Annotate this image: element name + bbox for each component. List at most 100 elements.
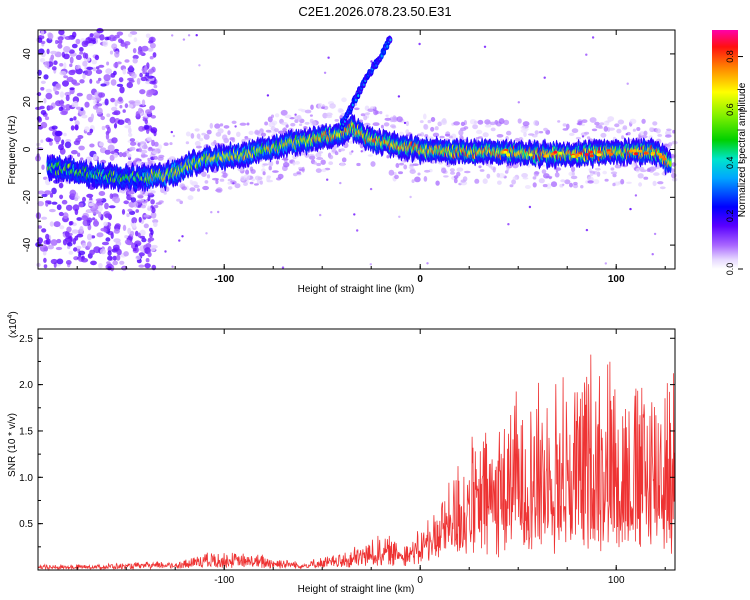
noise-blob <box>80 257 89 263</box>
halo-blob <box>594 121 600 126</box>
halo-blob <box>614 164 622 169</box>
sparse-point <box>326 178 329 181</box>
ridge-hotspot <box>597 153 602 157</box>
sparse-point <box>356 229 359 232</box>
noise-blob <box>116 31 124 36</box>
halo-blob <box>222 172 228 179</box>
noise-blob <box>144 119 148 125</box>
noise-blob <box>71 150 78 155</box>
halo-blob <box>364 112 371 115</box>
halo-blob <box>190 133 195 139</box>
ridge-mark <box>669 160 672 167</box>
halo-blob <box>671 172 677 179</box>
halo-blob <box>154 148 161 153</box>
noise-blob <box>150 245 156 252</box>
noise-blob <box>79 79 85 84</box>
noise-blob <box>85 156 93 163</box>
halo-blob <box>157 156 164 161</box>
sparse-point <box>543 76 546 79</box>
noise-blob <box>127 120 132 126</box>
halo-blob <box>506 166 510 172</box>
halo-blob <box>512 176 518 181</box>
noise-blob <box>121 209 126 215</box>
noise-blob <box>123 200 129 205</box>
halo-blob <box>141 144 148 150</box>
halo-blob <box>569 182 573 188</box>
noise-blob <box>85 69 93 76</box>
noise-blob <box>84 126 90 132</box>
halo-blob <box>417 172 421 176</box>
noise-blob <box>84 101 90 108</box>
noise-blob <box>86 209 92 213</box>
noise-blob <box>41 228 47 233</box>
halo-blob <box>259 180 263 185</box>
noise-blob <box>40 87 45 91</box>
noise-blob <box>40 29 45 36</box>
noise-blob <box>113 152 119 158</box>
halo-blob <box>599 122 604 126</box>
halo-blob <box>281 158 289 161</box>
sparse-point <box>370 60 373 63</box>
halo-blob <box>243 174 251 181</box>
noise-blob <box>40 40 46 45</box>
halo-blob <box>189 187 196 192</box>
halo-blob <box>367 108 375 112</box>
halo-blob <box>158 200 164 204</box>
halo-blob <box>451 133 457 140</box>
halo-blob <box>520 126 525 129</box>
noise-blob <box>141 99 146 106</box>
noise-blob <box>86 233 93 241</box>
noise-blob <box>150 199 155 205</box>
noise-blob <box>94 54 100 61</box>
halo-blob <box>264 121 268 126</box>
noise-blob <box>93 218 98 224</box>
halo-blob <box>309 155 316 160</box>
noise-blob <box>145 258 150 263</box>
noise-blob <box>123 251 129 257</box>
noise-blob <box>100 115 105 121</box>
noise-blob <box>110 79 117 86</box>
noise-blob <box>47 32 54 40</box>
halo-blob <box>260 132 267 137</box>
noise-blob <box>76 217 82 221</box>
halo-blob <box>614 123 620 128</box>
halo-blob <box>643 176 649 180</box>
halo-blob <box>443 175 449 178</box>
halo-blob <box>456 171 461 177</box>
noise-blob <box>119 104 123 109</box>
noise-blob <box>44 61 50 68</box>
halo-blob <box>557 120 561 123</box>
halo-blob <box>554 172 560 178</box>
noise-blob <box>100 83 107 87</box>
halo-blob <box>608 127 615 131</box>
halo-blob <box>398 171 403 175</box>
noise-blob <box>55 83 60 89</box>
noise-blob <box>130 197 137 203</box>
halo-blob <box>398 162 405 166</box>
sparse-point <box>426 262 429 265</box>
halo-blob <box>626 181 632 184</box>
sparse-point <box>323 71 327 75</box>
noise-blob <box>91 59 97 65</box>
halo-blob <box>496 172 501 178</box>
halo-blob <box>169 142 173 146</box>
noise-blob <box>107 266 112 271</box>
ridge-hotspot <box>589 154 594 158</box>
halo-blob <box>216 187 223 193</box>
noise-blob <box>68 49 75 54</box>
halo-blob <box>419 120 424 124</box>
noise-blob <box>92 105 99 110</box>
halo-blob <box>312 120 316 126</box>
halo-blob <box>370 106 376 109</box>
noise-blob <box>54 130 62 137</box>
sparse-point <box>171 34 174 37</box>
halo-blob <box>453 175 459 179</box>
halo-blob <box>301 166 305 173</box>
halo-blob <box>329 103 336 109</box>
halo-blob <box>340 148 346 152</box>
noise-blob <box>54 135 61 143</box>
halo-blob <box>266 175 271 180</box>
noise-blob <box>76 92 83 97</box>
ridge-hotspot <box>544 154 549 158</box>
noise-blob <box>65 204 73 211</box>
